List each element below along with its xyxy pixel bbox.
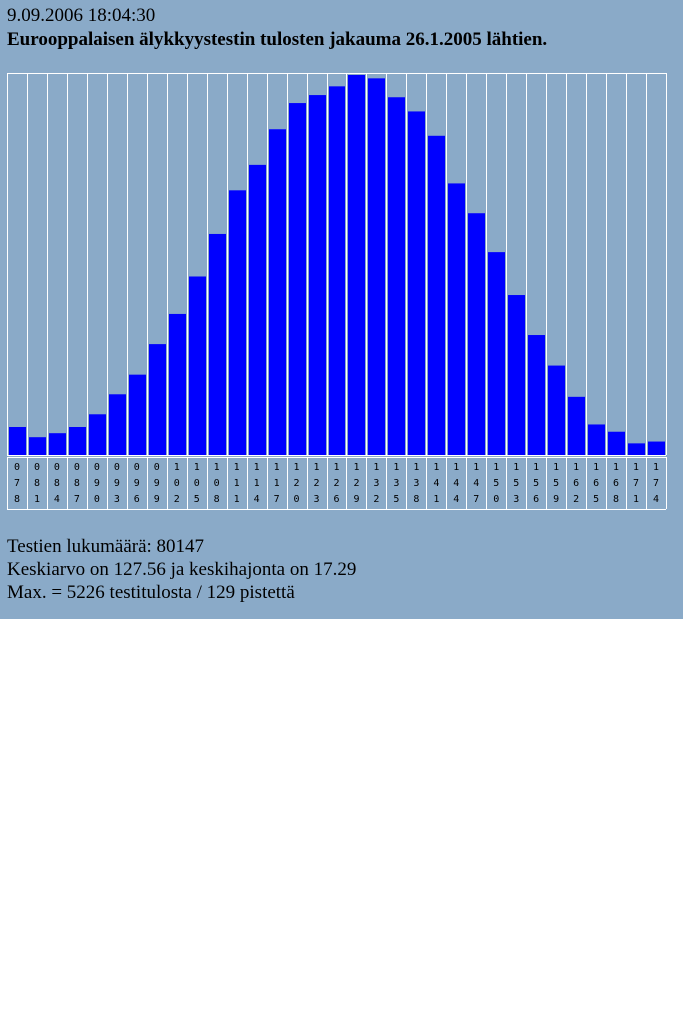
bar-132 xyxy=(368,78,385,455)
bar-102 xyxy=(169,313,186,455)
bar-150 xyxy=(488,252,505,455)
bar-087 xyxy=(69,427,86,455)
bar-138 xyxy=(408,111,425,456)
max-value-text: Max. = 5226 testitulosta / 129 pistettä xyxy=(7,582,295,603)
bar-093 xyxy=(109,394,126,455)
bar-165 xyxy=(588,424,605,455)
chart-title: Eurooppalaisen älykkyystestin tulosten j… xyxy=(7,29,548,50)
bar-081 xyxy=(29,437,46,455)
bar-135 xyxy=(388,97,405,455)
bar-159 xyxy=(548,365,565,455)
bar-162 xyxy=(568,396,585,455)
bar-168 xyxy=(608,431,625,455)
bar-105 xyxy=(189,276,206,455)
bar-099 xyxy=(149,344,166,455)
bar-117 xyxy=(269,129,286,455)
grid-lines xyxy=(7,73,667,510)
bar-174 xyxy=(648,441,665,455)
bar-078 xyxy=(9,427,26,455)
bar-126 xyxy=(329,86,345,455)
bar-171 xyxy=(628,443,645,455)
mean-stddev-text: Keskiarvo on 127.56 ja keskihajonta on 1… xyxy=(7,559,357,580)
bar-123 xyxy=(309,95,326,456)
bar-084 xyxy=(49,433,66,455)
bar-156 xyxy=(528,335,545,455)
bar-090 xyxy=(89,414,106,455)
bar-153 xyxy=(508,295,525,455)
bar-144 xyxy=(448,183,465,455)
bar-147 xyxy=(468,213,485,455)
bar-120 xyxy=(289,103,306,455)
bar-141 xyxy=(428,135,445,455)
test-count-text: Testien lukumäärä: 80147 xyxy=(7,536,205,557)
histogram-chart: 0 7 8 0 8 1 0 8 4 0 8 7 0 9 0 0 9 3 0 9 6 0 9 9 1 0 2 1 0 5 1 0 8 1 1 1 1 1 4 1… xyxy=(7,73,667,510)
bars xyxy=(9,75,665,456)
bar-129 xyxy=(348,75,365,455)
bar-108 xyxy=(209,233,226,455)
bar-096 xyxy=(129,374,146,455)
chart-panel: 9.09.2006 18:04:30 Eurooppalaisen älykky… xyxy=(0,0,683,619)
x-tick-labels: 0 7 8 0 8 1 0 8 4 0 8 7 0 9 0 0 9 3 0 9 6 0 9 9 1 0 2 1 0 5 1 0 8 1 1 1 1 1 4 1… xyxy=(14,462,659,505)
timestamp: 9.09.2006 18:04:30 xyxy=(7,5,156,26)
bar-111 xyxy=(229,190,246,456)
bar-114 xyxy=(249,164,266,455)
